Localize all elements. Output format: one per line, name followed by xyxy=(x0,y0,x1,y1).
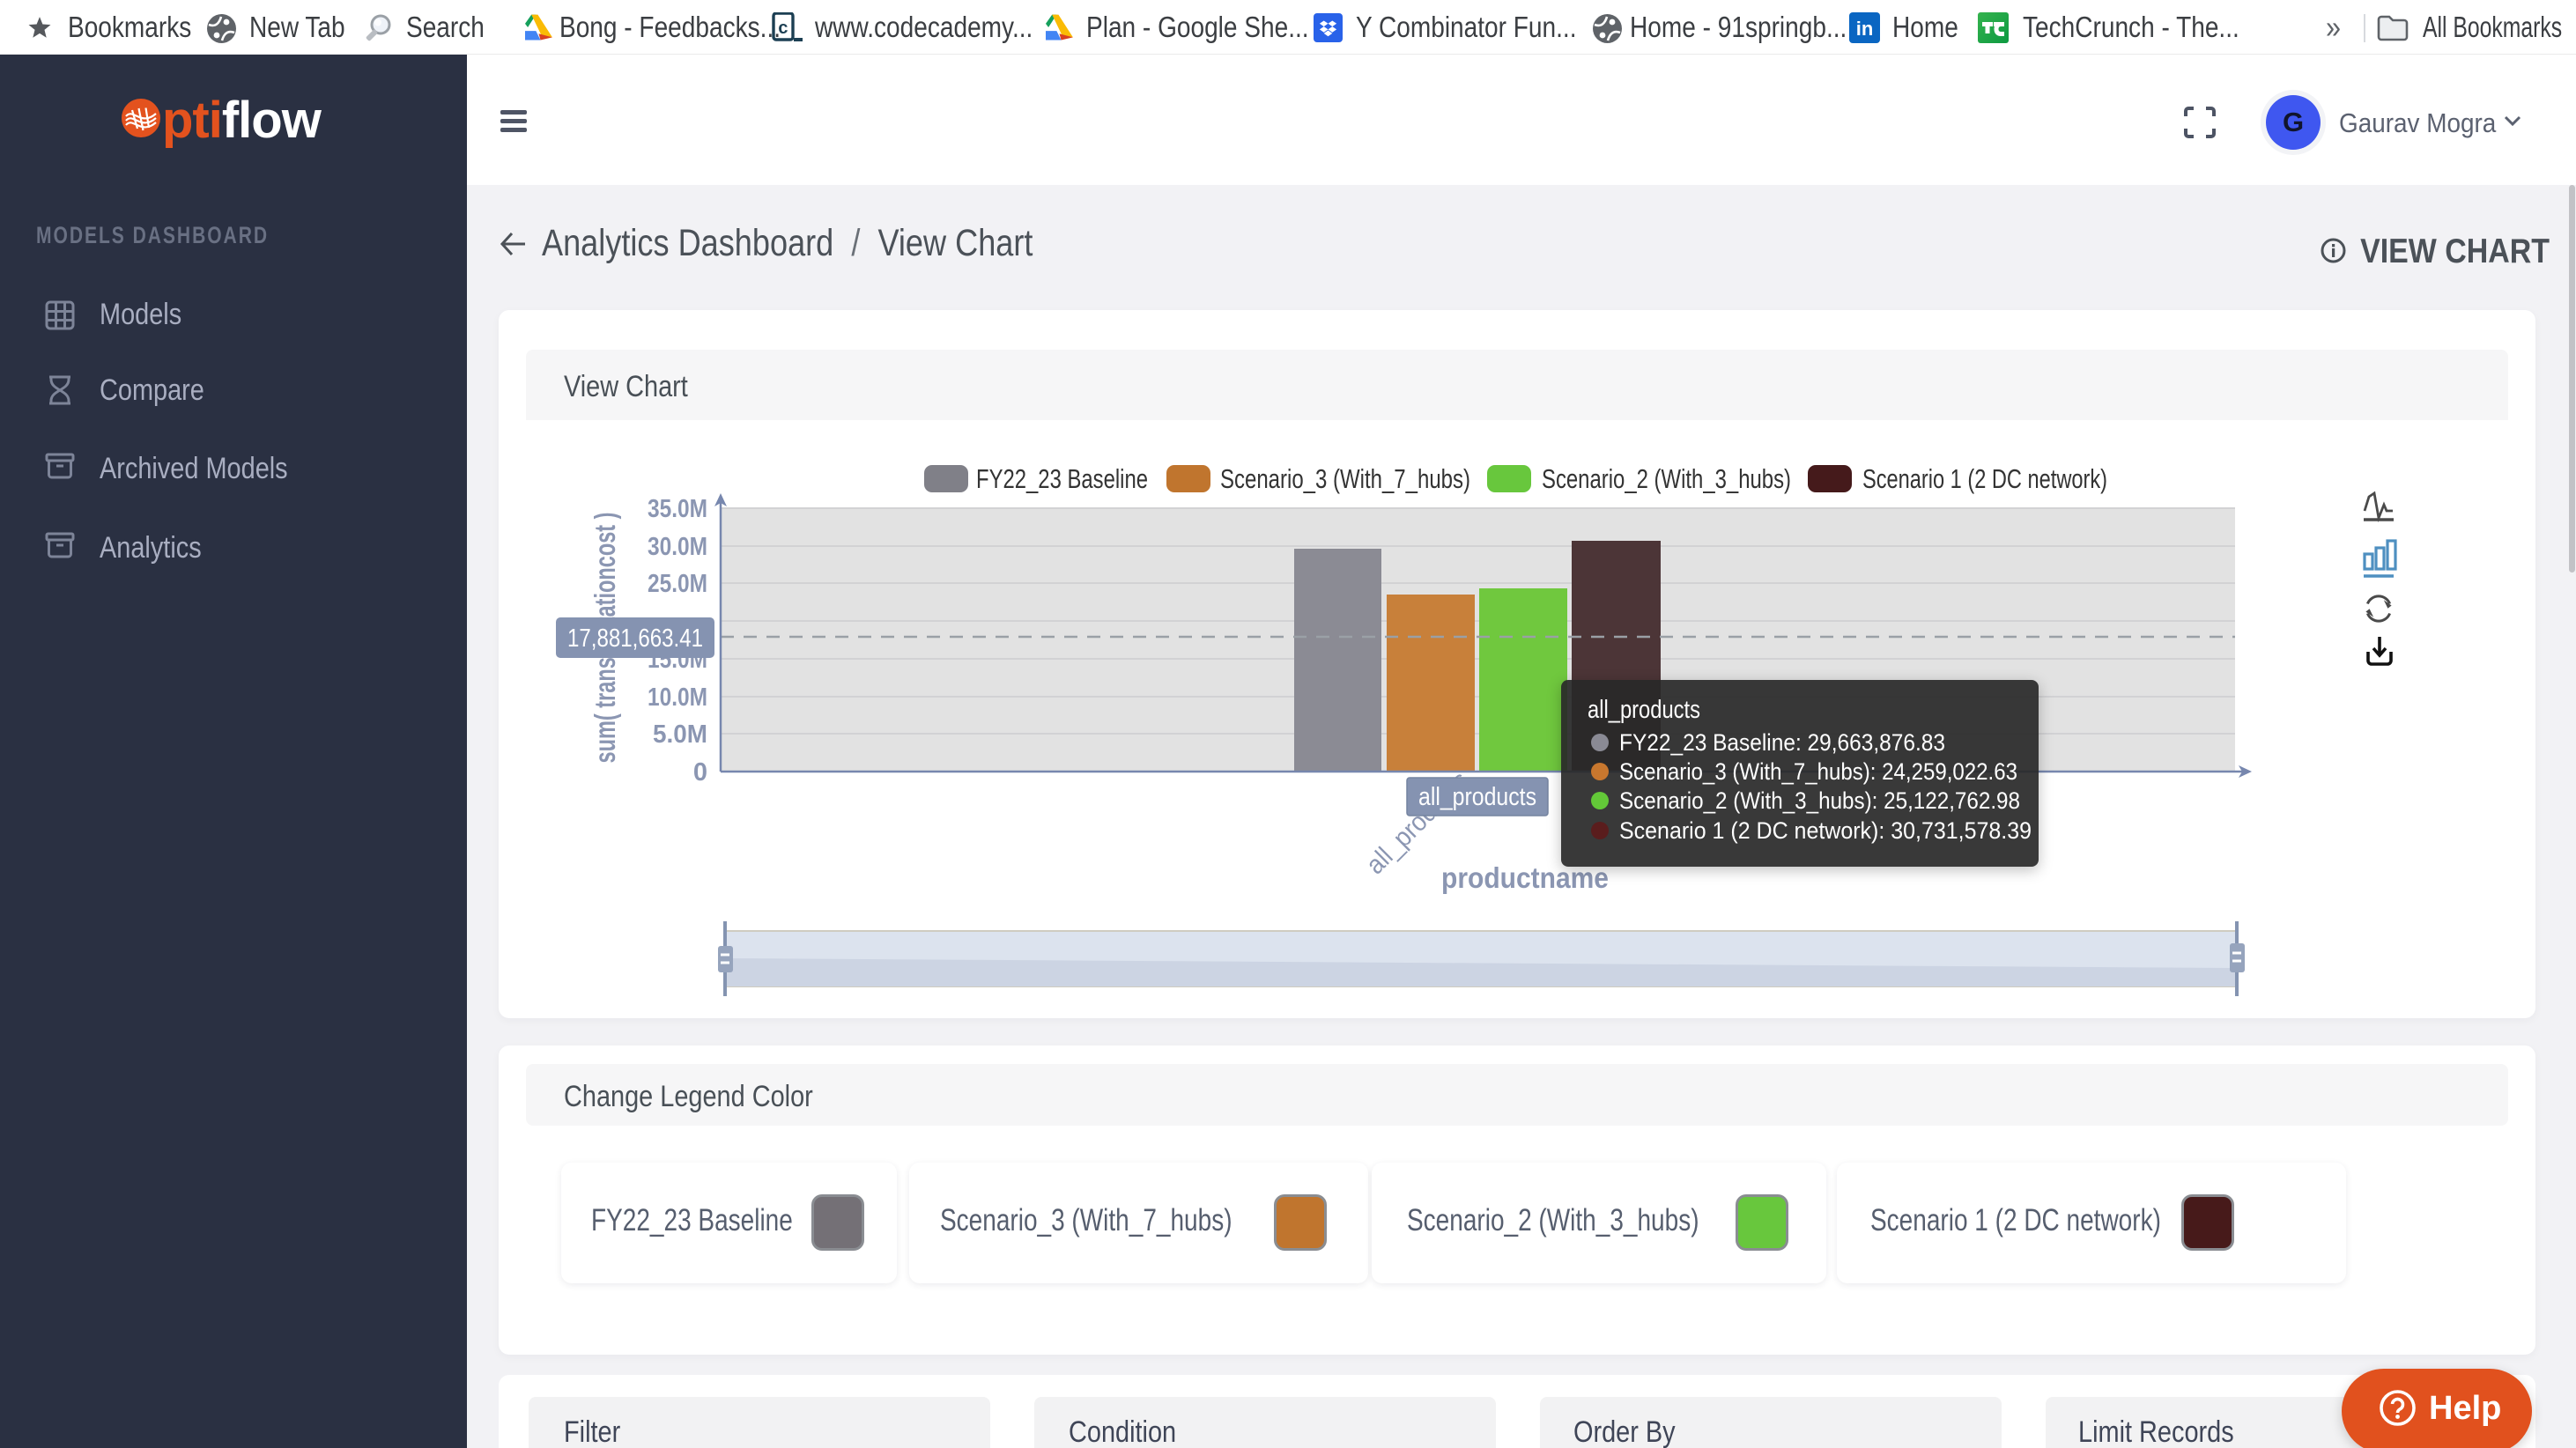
svg-text:all_products: all_products xyxy=(1588,696,1700,724)
svg-text:Scenario_3 (With_7_hubs): 24,2: Scenario_3 (With_7_hubs): 24,259,022.63 xyxy=(1619,758,2017,785)
svg-text:5.0M: 5.0M xyxy=(653,720,707,749)
svg-text:all_products: all_products xyxy=(1418,783,1536,811)
svg-text:productname: productname xyxy=(1441,861,1609,894)
svg-text:Scenario 1 (2 DC network): Scenario 1 (2 DC network) xyxy=(1862,463,2107,494)
svg-text:17,881,663.41: 17,881,663.41 xyxy=(567,624,703,653)
svg-text:in: in xyxy=(1856,18,1874,40)
svg-text:Scenario_3 (With_7_hubs): Scenario_3 (With_7_hubs) xyxy=(1220,463,1470,494)
svg-text:Scenario 1 (2 DC network): 30,: Scenario 1 (2 DC network): 30,731,578.39 xyxy=(1619,817,2032,844)
svg-text:30.0M: 30.0M xyxy=(648,533,707,561)
svg-text:FY22_23 Baseline: 29,663,876.8: FY22_23 Baseline: 29,663,876.83 xyxy=(1619,729,1945,756)
svg-text:FY22_23 Baseline: FY22_23 Baseline xyxy=(976,463,1148,494)
svg-text:0: 0 xyxy=(693,758,707,787)
svg-text:35.0M: 35.0M xyxy=(648,495,707,523)
svg-text:10.0M: 10.0M xyxy=(648,683,707,712)
svg-text:Scenario_2 (With_3_hubs): 25,1: Scenario_2 (With_3_hubs): 25,122,762.98 xyxy=(1619,787,2020,814)
svg-text:25.0M: 25.0M xyxy=(648,570,707,598)
svg-text:c: c xyxy=(778,19,788,40)
svg-text:Scenario_2 (With_3_hubs): Scenario_2 (With_3_hubs) xyxy=(1542,463,1791,494)
